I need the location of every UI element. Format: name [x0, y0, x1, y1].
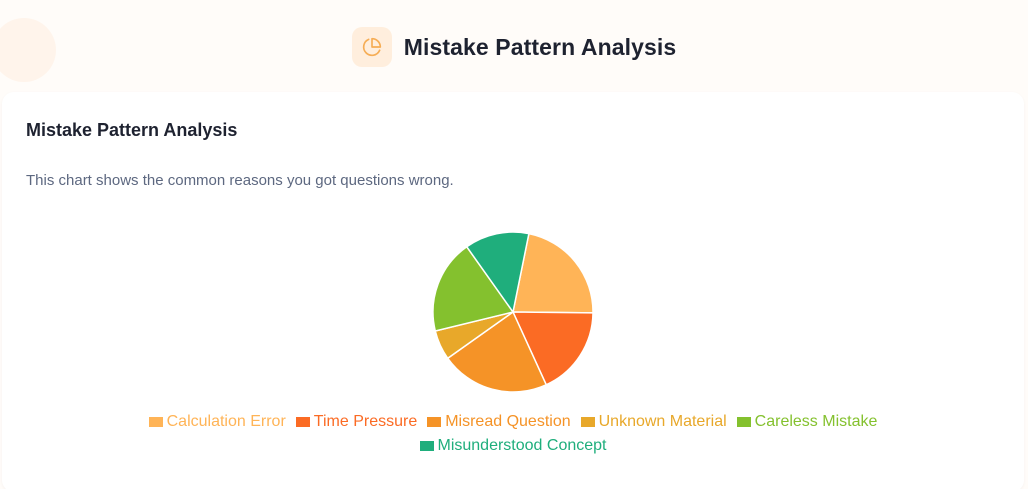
pie-slice-careless-mistake[interactable]	[432, 245, 515, 332]
legend-label: Calculation Error	[166, 413, 286, 430]
pie-slice-time-pressure[interactable]	[511, 311, 594, 386]
legend-item-careless-mistake[interactable]: Careless Mistake	[736, 412, 878, 431]
pie-slice-misunderstood-concept[interactable]	[465, 231, 530, 314]
legend-item-misunderstood-concept[interactable]: Misunderstood Concept	[419, 436, 607, 455]
legend-label: Careless Mistake	[754, 413, 878, 430]
page-header: Mistake Pattern Analysis	[0, 26, 1028, 68]
legend-item-misread-question[interactable]: Misread Question	[427, 412, 571, 431]
header-icon-badge	[351, 27, 392, 67]
legend-item-unknown-material[interactable]: Unknown Material	[580, 412, 727, 431]
chart-legend: Calculation Error Time Pressure Misread Qu…	[2, 412, 1024, 455]
legend-label: Unknown Material	[598, 413, 727, 430]
pie-slice-calculation-error[interactable]	[512, 232, 594, 314]
legend-swatch	[736, 416, 751, 427]
legend-label: Time Pressure	[313, 413, 418, 430]
chart-card: Mistake Pattern Analysis This chart show…	[2, 92, 1024, 489]
legend-label: Misread Question	[445, 413, 571, 430]
page-title: Mistake Pattern Analysis	[403, 33, 677, 60]
legend-swatch	[148, 416, 163, 427]
background-decoration	[0, 18, 56, 82]
legend-swatch	[295, 416, 310, 427]
legend-item-calculation-error[interactable]: Calculation Error	[148, 412, 286, 431]
legend-swatch	[580, 416, 595, 427]
pie-chart	[432, 231, 594, 393]
card-description: This chart shows the common reasons you …	[26, 172, 454, 189]
legend-label: Misunderstood Concept	[437, 437, 607, 454]
legend-swatch	[419, 440, 434, 451]
legend-item-time-pressure[interactable]: Time Pressure	[295, 412, 418, 431]
pie-slice-misread-question[interactable]	[446, 310, 548, 393]
legend-swatch	[427, 416, 442, 427]
card-title: Mistake Pattern Analysis	[26, 120, 238, 140]
pie-chart-icon	[362, 37, 381, 57]
